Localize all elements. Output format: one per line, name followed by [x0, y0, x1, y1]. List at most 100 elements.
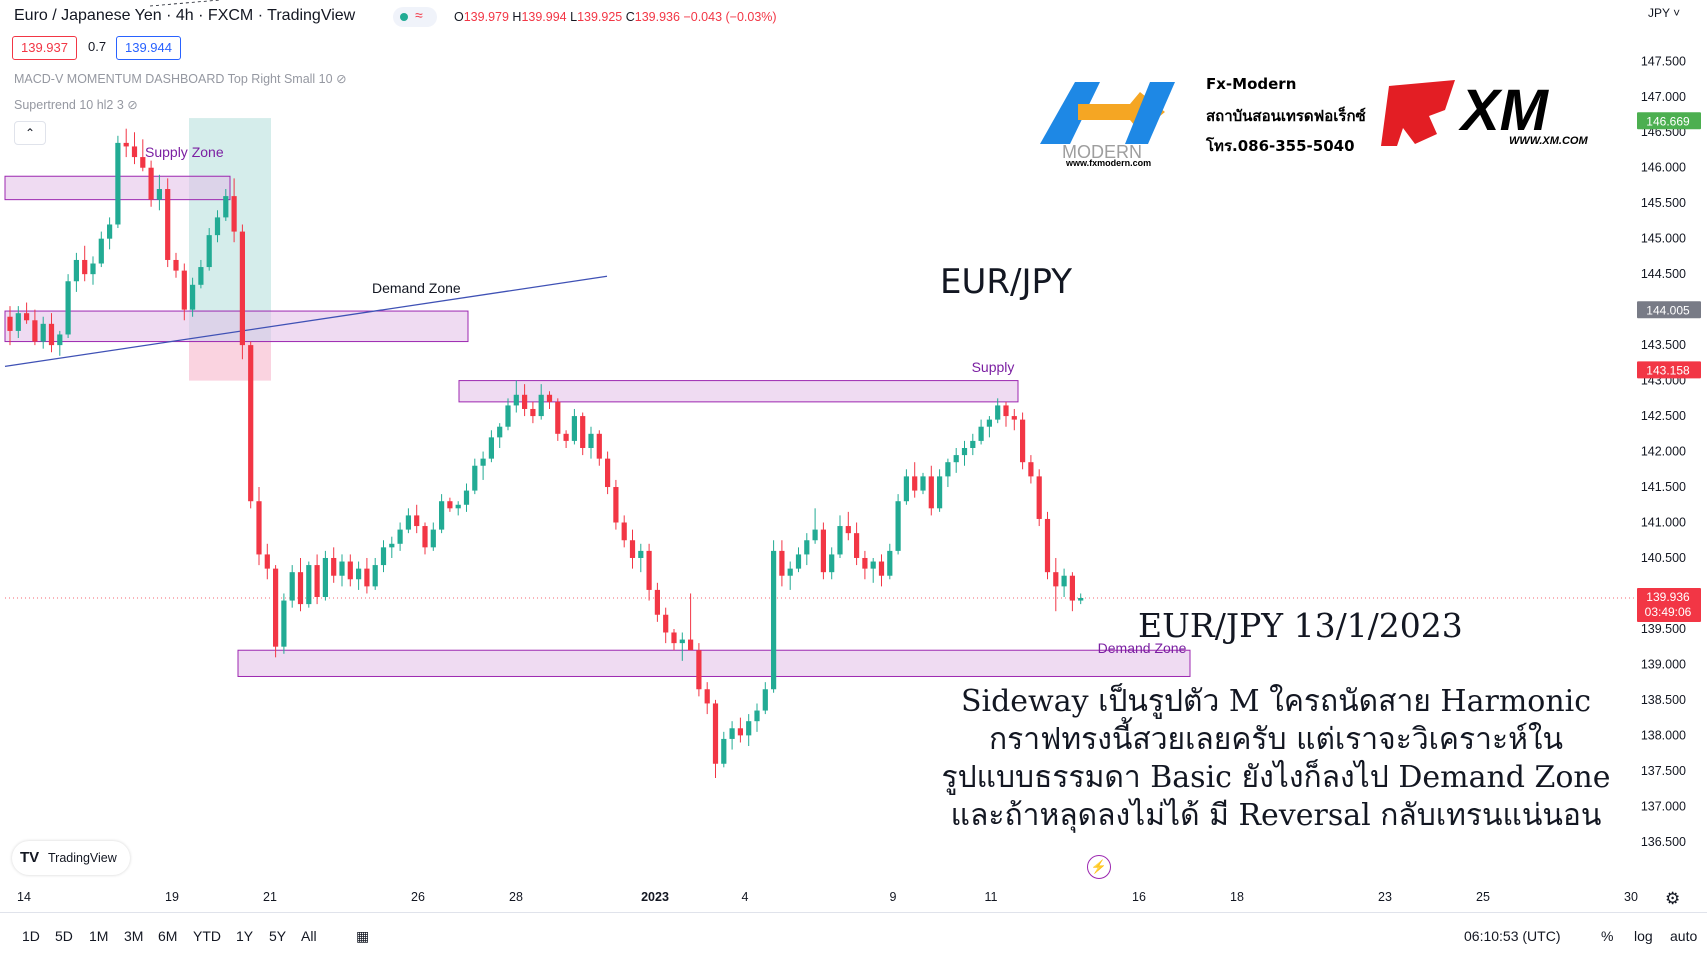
x-tick-label: 16 [1132, 890, 1146, 904]
tf-5d-button[interactable]: 5D [55, 928, 73, 944]
candle [107, 217, 113, 250]
candle [696, 643, 702, 697]
candle-body [754, 710, 760, 722]
eye-hidden-icon[interactable]: ⊘ [127, 98, 138, 112]
candle [123, 128, 129, 158]
candle [613, 479, 619, 530]
candle [629, 529, 636, 569]
candle [339, 554, 345, 587]
candle [165, 178, 171, 268]
candle [712, 699, 719, 778]
utc-clock[interactable]: 06:10:53 (UTC) [1464, 928, 1561, 944]
tf-all-button[interactable]: All [301, 928, 317, 944]
tf-1y-button[interactable]: 1Y [236, 928, 254, 944]
candle [945, 458, 951, 488]
candle-body [688, 639, 694, 651]
currency-unit[interactable]: JPY ˅ [1648, 6, 1681, 20]
candle [571, 408, 577, 445]
x-tick-label: 19 [165, 890, 179, 904]
close-label: C [625, 10, 635, 24]
y-tick-label: 142.500 [1641, 409, 1686, 423]
xm-logo: XM WWW.XM.COM [1381, 78, 1588, 147]
collapse-indicators-button[interactable]: ⌃ [14, 121, 46, 145]
candle [920, 472, 926, 495]
zone-label: Supply [972, 359, 1015, 375]
candle-body [173, 259, 179, 271]
candle-body [405, 515, 411, 530]
candle-body [1036, 476, 1042, 519]
candle [605, 451, 611, 495]
candle [804, 533, 810, 566]
tf-5y-button[interactable]: 5Y [269, 928, 287, 944]
price-label-bg [1637, 301, 1701, 319]
y-tick-label: 137.000 [1641, 799, 1686, 813]
zone-label: Supply Zone [145, 144, 224, 160]
settings-gear-icon[interactable]: ⚙ [1665, 889, 1681, 908]
y-tick-label: 138.000 [1641, 728, 1686, 742]
x-tick-label: 21 [263, 890, 277, 904]
candle [347, 554, 353, 587]
candle-body [605, 458, 611, 488]
candle [131, 132, 138, 165]
tf-1m-button[interactable]: 1M [89, 928, 109, 944]
zone-rect [237, 649, 1191, 677]
tradingview-watermark[interactable]: TV TradingView [12, 841, 130, 875]
candle [73, 252, 79, 292]
candle-body [505, 405, 511, 427]
y-tick-label: 145.500 [1641, 196, 1686, 210]
tf-3m-button[interactable]: 3M [124, 928, 144, 944]
percent-scale-button[interactable]: % [1601, 928, 1614, 944]
candle-body [878, 561, 885, 576]
candle-body [953, 455, 959, 463]
auto-scale-button[interactable]: auto [1670, 928, 1698, 944]
lightning-icon[interactable]: ⚡ [1087, 855, 1111, 879]
candle-body [439, 501, 445, 530]
log-scale-button[interactable]: log [1634, 928, 1653, 944]
candle-body [1011, 416, 1017, 420]
candle-body [289, 572, 295, 601]
candle-body [513, 394, 519, 406]
eye-hidden-icon[interactable]: ⊘ [336, 72, 347, 86]
candle-body [845, 526, 851, 534]
candle [737, 717, 743, 743]
bottom-divider [0, 912, 1707, 913]
position-stop-area [189, 341, 271, 381]
sell-price-button[interactable]: 139.937 [12, 36, 77, 60]
candle-body [1020, 419, 1026, 463]
candle-body [588, 433, 594, 448]
candle-body [679, 639, 685, 644]
indicator-supertrend[interactable]: Supertrend 10 hl2 3 ⊘ [14, 97, 138, 112]
candle-body [480, 458, 486, 466]
candle-body [654, 589, 660, 615]
market-status[interactable]: ≈ [393, 7, 437, 27]
annotation-note: Sideway เป็นรูปตัว M ใครถนัดสาย Harmonic… [936, 683, 1616, 835]
buy-price-button[interactable]: 139.944 [116, 36, 181, 60]
high-label: H [512, 10, 522, 24]
candle-body [273, 568, 279, 647]
tf-ytd-button[interactable]: YTD [193, 928, 221, 944]
tf-6m-button[interactable]: 6M [158, 928, 178, 944]
tf-1d-button[interactable]: 1D [22, 928, 40, 944]
candle [488, 430, 494, 463]
date-range-icon[interactable]: ▦ [356, 928, 370, 944]
candle [256, 487, 262, 566]
candle [57, 330, 63, 356]
candle [638, 543, 644, 573]
candle-body [820, 529, 826, 573]
open-label: O [454, 10, 464, 24]
candle-body [804, 540, 810, 555]
candle [771, 540, 777, 693]
candle-body [447, 501, 453, 509]
candle [472, 458, 478, 495]
note-line: Sideway เป็นรูปตัว M ใครถนัดสาย Harmonic [960, 684, 1592, 719]
chart-title: Euro / Japanese Yen · 4h · FXCM · Tradin… [14, 7, 355, 25]
indicator-macd[interactable]: MACD-V MOMENTUM DASHBOARD Top Right Smal… [14, 71, 347, 86]
wave-icon: ≈ [415, 7, 423, 23]
current-price-label: 139.936 [1646, 590, 1690, 604]
candle [721, 731, 727, 768]
note-line: กราฟทรงนี้สวยเลยครับ แต่เราจะวิเคราะห์ใน [988, 722, 1563, 757]
candle [704, 682, 710, 715]
current-price-label-bg [1637, 588, 1701, 623]
zone-label: Demand Zone [1098, 640, 1187, 656]
